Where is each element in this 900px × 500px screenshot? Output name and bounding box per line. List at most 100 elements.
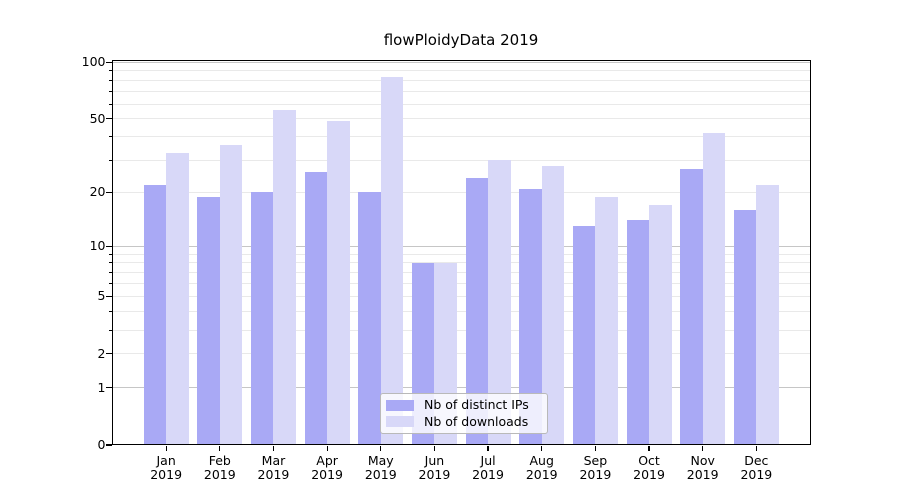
- downloads-bar: [541, 165, 565, 445]
- x-axis-tick-label-line: 2019: [633, 467, 665, 482]
- x-axis-tick: [648, 445, 650, 451]
- y-axis-minor-tick: [109, 70, 112, 72]
- x-axis-tick-label: Oct 2019: [617, 454, 681, 482]
- x-axis-tick-label-line: 2019: [257, 467, 290, 482]
- x-axis-tick: [326, 445, 328, 451]
- x-axis-tick-label-line: Feb: [208, 453, 231, 468]
- downloads-bar: [273, 109, 296, 445]
- downloads-bar: [219, 145, 243, 445]
- distinct-ips-bar: [197, 196, 220, 445]
- y-axis-tick-label: 5: [97, 288, 106, 304]
- y-axis-tick-label: 0: [97, 437, 106, 452]
- legend-label-downloads: Nb of downloads: [424, 413, 529, 429]
- minor-gridline: [112, 80, 810, 81]
- legend-swatch-distinct-ips: [386, 399, 414, 411]
- x-axis-tick: [541, 445, 543, 451]
- x-axis-tick-label: Feb 2019: [188, 454, 252, 482]
- x-axis-tick-label-line: 2019: [150, 467, 183, 482]
- x-axis-tick: [755, 445, 757, 451]
- x-axis-tick-label-line: 2019: [311, 467, 344, 482]
- x-axis-tick-label: Aug 2019: [510, 454, 574, 482]
- x-axis-tick-label: Mar 2019: [241, 454, 305, 482]
- minor-gridline: [112, 90, 810, 92]
- x-axis-tick-label: Jul 2019: [456, 454, 520, 482]
- y-axis-tick-label: 1: [97, 379, 106, 395]
- x-axis-tick-label-line: May: [367, 453, 394, 468]
- x-axis-tick-label-line: 2019: [203, 467, 236, 482]
- x-axis-tick-label: Sep 2019: [563, 454, 627, 482]
- distinct-ips-bar: [680, 168, 703, 445]
- distinct-ips-bar: [519, 188, 542, 445]
- x-axis-tick: [165, 445, 167, 451]
- distinct-ips-bar: [626, 220, 650, 445]
- downloads-bar: [166, 152, 189, 445]
- y-axis-tick-label: 50: [89, 110, 106, 126]
- legend: Nb of distinct IPs Nb of downloads: [380, 393, 548, 434]
- y-axis-minor-tick: [109, 80, 112, 81]
- legend-swatch-downloads: [386, 416, 414, 428]
- x-axis-tick-label-line: Nov: [690, 453, 715, 468]
- x-axis-tick-label-line: Apr: [316, 453, 338, 468]
- x-axis-tick: [219, 445, 221, 451]
- legend-item-distinct-ips: Nb of distinct IPs: [386, 398, 541, 412]
- y-axis-minor-tick: [109, 191, 112, 193]
- distinct-ips-bar: [143, 184, 167, 445]
- x-axis-tick: [433, 445, 435, 451]
- x-axis-tick-label-line: Jun: [424, 453, 445, 468]
- legend-label-distinct-ips: Nb of distinct IPs: [424, 397, 529, 413]
- x-axis-tick-label-line: Aug: [529, 453, 554, 468]
- x-axis-tick: [380, 445, 382, 451]
- downloads-bar: [702, 133, 726, 445]
- x-axis-tick: [594, 445, 596, 451]
- x-axis-tick-label-line: 2019: [364, 467, 397, 482]
- y-axis-tick: [106, 386, 112, 389]
- y-axis-tick: [106, 245, 112, 247]
- x-axis-tick-label: Dec 2019: [724, 454, 788, 482]
- y-axis-tick-label: 20: [89, 184, 106, 200]
- y-axis-tick: [106, 444, 112, 446]
- y-axis-tick-label: 2: [97, 345, 106, 361]
- x-axis-tick: [487, 445, 489, 451]
- y-axis-tick-label: 10: [89, 238, 106, 254]
- x-axis-tick-label-line: Dec: [744, 453, 769, 468]
- y-axis-minor-tick: [109, 136, 112, 138]
- y-axis-minor-tick: [109, 118, 112, 120]
- x-axis-tick-label: Nov 2019: [671, 454, 735, 482]
- x-axis-tick-label-line: 2019: [686, 467, 719, 482]
- y-axis-minor-tick: [109, 90, 112, 92]
- y-axis-minor-tick: [109, 272, 112, 274]
- x-axis-tick-label-line: 2019: [740, 467, 773, 482]
- y-axis-minor-tick: [109, 103, 112, 105]
- distinct-ips-bar: [250, 192, 274, 445]
- distinct-ips-bar: [304, 171, 328, 445]
- distinct-ips-bar: [358, 192, 381, 445]
- x-axis-tick-label: Jan 2019: [134, 454, 198, 482]
- y-axis-minor-tick: [109, 283, 112, 285]
- downloads-bar: [595, 196, 618, 445]
- x-axis-tick-label-line: 2019: [579, 467, 612, 482]
- downloads-bar: [649, 205, 672, 445]
- minor-gridline: [112, 70, 810, 72]
- y-axis-minor-tick: [109, 253, 112, 255]
- minor-gridline: [112, 118, 810, 120]
- downloads-bar: [756, 184, 779, 445]
- minor-gridline: [112, 103, 810, 105]
- distinct-ips-bar: [733, 209, 757, 445]
- y-axis-minor-tick: [109, 159, 112, 161]
- x-axis-tick: [702, 445, 704, 451]
- y-axis-minor-tick: [109, 262, 112, 264]
- major-gridline: [112, 61, 810, 63]
- x-axis-tick-label-line: 2019: [525, 467, 558, 482]
- x-axis-tick-label: Apr 2019: [295, 454, 359, 482]
- x-axis-tick-label-line: 2019: [472, 467, 504, 482]
- x-axis-tick-label-line: Mar: [261, 453, 286, 468]
- x-axis-tick-label-line: Oct: [638, 453, 660, 468]
- x-axis-tick-label: May 2019: [349, 454, 413, 482]
- chart-title: flowPloidyData 2019: [383, 31, 539, 49]
- x-axis-tick-label-line: Jul: [480, 453, 496, 468]
- x-axis-tick-label-line: Jan: [156, 453, 176, 468]
- downloads-bar: [380, 77, 404, 445]
- downloads-bar: [488, 160, 511, 445]
- y-axis-minor-tick: [109, 353, 112, 355]
